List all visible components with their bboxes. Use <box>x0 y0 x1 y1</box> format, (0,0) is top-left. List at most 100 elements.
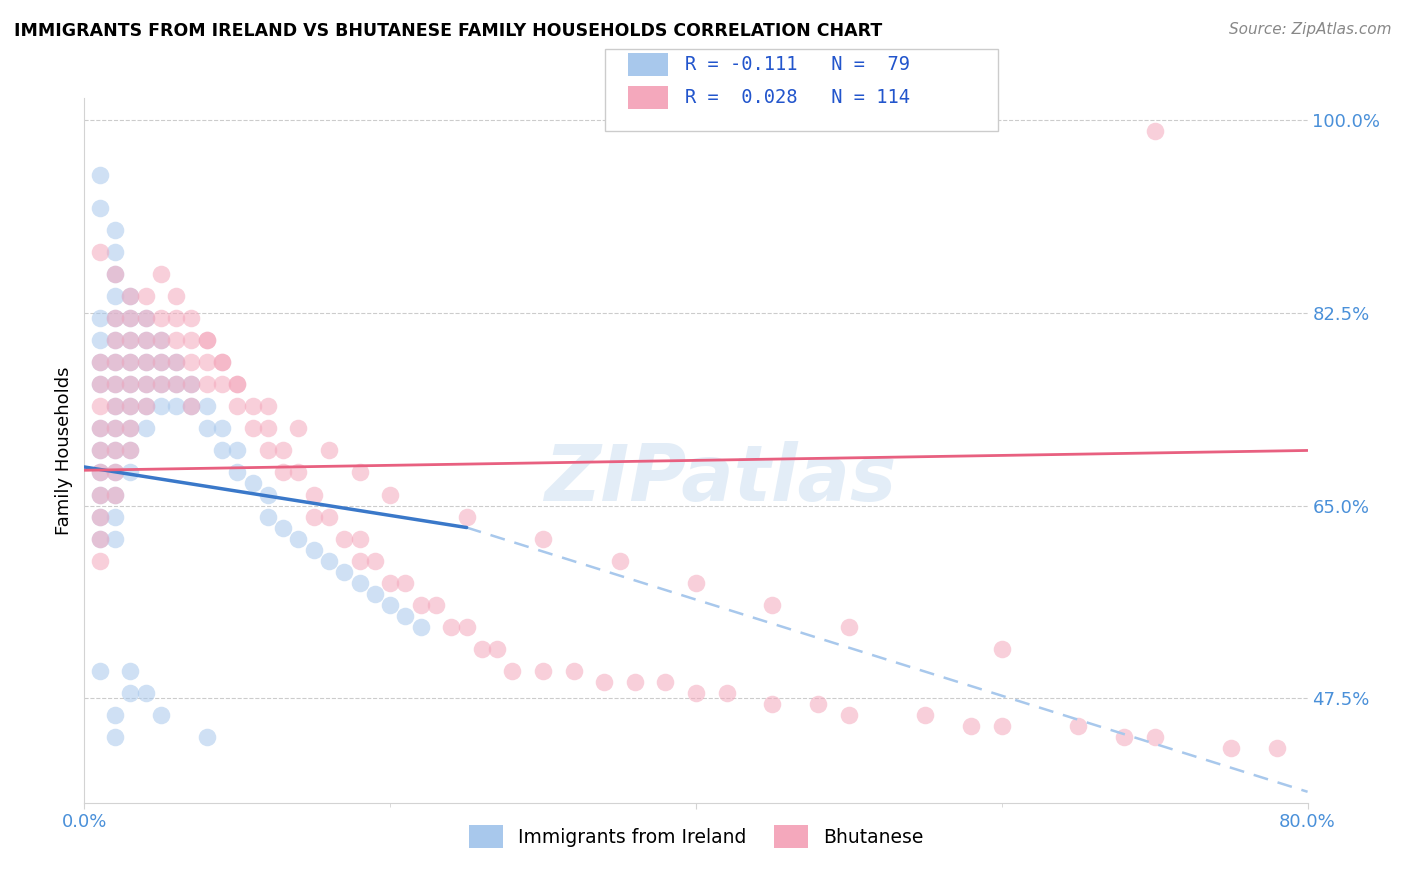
Point <box>211 377 233 392</box>
Point <box>104 289 127 303</box>
Point <box>226 443 249 458</box>
Point <box>149 311 172 326</box>
Point <box>180 377 202 392</box>
Point <box>89 421 111 435</box>
Point <box>104 487 127 501</box>
Point <box>807 697 830 711</box>
Point <box>104 466 127 480</box>
Point <box>104 400 127 414</box>
Point <box>180 355 202 369</box>
Point <box>364 553 387 567</box>
Point <box>456 620 478 634</box>
Point <box>624 674 647 689</box>
Point <box>104 707 127 722</box>
Point <box>195 355 218 369</box>
Point <box>120 355 142 369</box>
Point <box>89 421 111 435</box>
Point <box>716 686 738 700</box>
Point <box>104 400 127 414</box>
Point <box>226 466 249 480</box>
Point <box>1143 124 1166 138</box>
Point <box>287 466 309 480</box>
Point <box>318 509 340 524</box>
Point <box>195 400 218 414</box>
Point <box>89 400 111 414</box>
Point <box>318 553 340 567</box>
Point <box>89 334 111 348</box>
Point <box>104 487 127 501</box>
Point <box>120 334 142 348</box>
Point <box>1143 730 1166 744</box>
Point <box>257 509 280 524</box>
Point <box>89 532 111 546</box>
Point <box>120 334 142 348</box>
Point <box>761 598 783 612</box>
Point <box>104 421 127 435</box>
Point <box>120 311 142 326</box>
Point <box>502 664 524 678</box>
Point <box>349 532 371 546</box>
Point <box>165 355 187 369</box>
Point <box>165 334 187 348</box>
Point <box>211 443 233 458</box>
Point <box>440 620 463 634</box>
Point <box>180 377 202 392</box>
Point <box>104 311 127 326</box>
Point <box>89 487 111 501</box>
Point <box>349 466 371 480</box>
Point <box>89 466 111 480</box>
Point <box>1067 719 1090 733</box>
Point <box>685 575 707 590</box>
Point <box>149 334 172 348</box>
Point <box>89 487 111 501</box>
Point <box>991 719 1014 733</box>
Point <box>120 686 142 700</box>
Point <box>761 697 783 711</box>
Point <box>89 201 111 215</box>
Point <box>287 532 309 546</box>
Point <box>120 289 142 303</box>
Point <box>120 377 142 392</box>
Point <box>89 466 111 480</box>
Point <box>104 355 127 369</box>
Point <box>120 466 142 480</box>
Point <box>89 664 111 678</box>
Point <box>104 245 127 260</box>
Point <box>104 730 127 744</box>
Point <box>456 509 478 524</box>
Point <box>89 355 111 369</box>
Point <box>486 641 509 656</box>
Point <box>104 532 127 546</box>
Point <box>302 509 325 524</box>
Point <box>195 730 218 744</box>
Point <box>135 686 157 700</box>
Point <box>149 377 172 392</box>
Point <box>89 377 111 392</box>
Point <box>257 443 280 458</box>
Point <box>89 168 111 182</box>
Point <box>135 400 157 414</box>
Point <box>287 421 309 435</box>
Point <box>685 686 707 700</box>
Point <box>89 443 111 458</box>
Point <box>1114 730 1136 744</box>
Point <box>531 532 554 546</box>
Point <box>149 707 172 722</box>
Point <box>838 707 860 722</box>
Point <box>165 311 187 326</box>
Point <box>104 466 127 480</box>
Point <box>226 377 249 392</box>
Point <box>425 598 447 612</box>
Point <box>89 509 111 524</box>
Point <box>609 553 631 567</box>
Point <box>135 355 157 369</box>
Point <box>333 532 356 546</box>
Point <box>89 553 111 567</box>
Point <box>89 532 111 546</box>
Point <box>104 334 127 348</box>
Point <box>195 377 218 392</box>
Point <box>562 664 585 678</box>
Point <box>180 311 202 326</box>
Point <box>165 355 187 369</box>
Point <box>149 268 172 282</box>
